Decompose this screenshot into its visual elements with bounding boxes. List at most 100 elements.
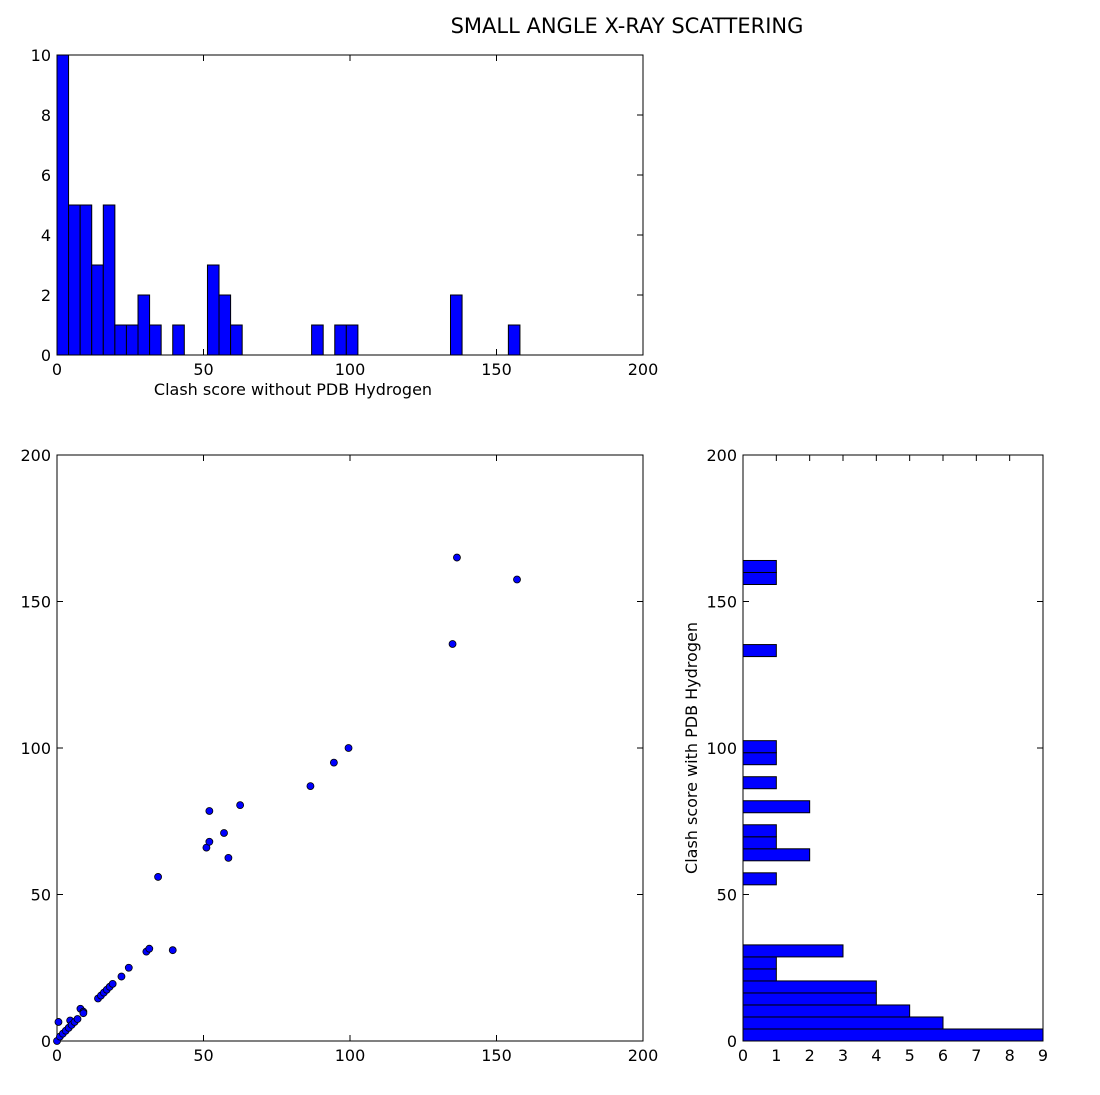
- histogram-bar: [742, 644, 777, 658]
- scatter-point: [117, 972, 126, 981]
- histogram-bar: [742, 1028, 1044, 1042]
- y-tick-label: 6: [41, 166, 51, 185]
- histogram-bar: [742, 980, 877, 994]
- x-tick-label: 50: [193, 1046, 213, 1065]
- top-histogram-panel: 0 50 100 150 200 0 2 4 6 8 10 Clash score without P…: [31, 46, 659, 399]
- x-tick-label: 6: [938, 1046, 948, 1065]
- y-tick-label: 150: [706, 593, 737, 612]
- x-tick-label: 4: [871, 1046, 881, 1065]
- histogram-bar: [742, 800, 811, 814]
- y-tick-label: 8: [41, 106, 51, 125]
- x-tick-label: 50: [193, 360, 213, 379]
- x-tick-label: 0: [738, 1046, 748, 1065]
- scatter-point: [145, 944, 154, 953]
- histogram-bar: [114, 324, 127, 356]
- scatter-point: [205, 807, 214, 815]
- x-tick-label: 9: [1038, 1046, 1048, 1065]
- scatter-point: [236, 801, 245, 810]
- scatter-point: [108, 979, 117, 988]
- x-tick-label: 8: [1005, 1046, 1015, 1065]
- y-tick-label: 150: [20, 593, 51, 612]
- y-tick-label: 0: [727, 1032, 737, 1051]
- histogram-bar: [742, 1016, 944, 1030]
- y-axis-label: Clash score with PDB Hydrogen: [682, 622, 701, 874]
- scatter-point: [220, 829, 228, 837]
- y-tick-label: 4: [41, 226, 51, 245]
- histogram-bar: [218, 294, 232, 356]
- y-tick-label: 0: [41, 1032, 51, 1051]
- histogram-bar: [742, 776, 777, 790]
- x-tick-label: 150: [481, 1046, 512, 1065]
- scatter-point: [154, 873, 162, 881]
- histogram-bar: [345, 324, 359, 356]
- histogram-bar: [149, 324, 162, 356]
- histogram-bar: [311, 324, 324, 356]
- scatter-point: [448, 640, 457, 648]
- histogram-bar: [742, 992, 877, 1006]
- histogram-bar: [79, 204, 93, 356]
- y-tick-label: 100: [20, 739, 51, 758]
- histogram-bar: [102, 204, 116, 356]
- y-tick-label: 200: [706, 446, 737, 465]
- x-tick-label: 100: [335, 360, 366, 379]
- histogram-bar: [507, 324, 521, 356]
- histogram-bar: [742, 848, 811, 862]
- x-axis-label: Clash score without PDB Hydrogen: [154, 380, 432, 399]
- y-tick-label: 0: [41, 346, 51, 365]
- x-tick-label: 100: [335, 1046, 366, 1065]
- histogram-bar: [334, 324, 347, 356]
- x-tick-label: 150: [481, 360, 512, 379]
- histogram-bar: [137, 294, 151, 356]
- scatter-point: [224, 853, 233, 862]
- scatter-point: [329, 758, 338, 767]
- x-tick-label: 5: [905, 1046, 915, 1065]
- histogram-bar: [742, 956, 777, 970]
- histogram-bar: [68, 204, 81, 356]
- histogram-bar: [56, 54, 70, 356]
- scatter-panel: 0 50 100 150 200 0 50 100 150 200: [20, 446, 658, 1065]
- histogram-bar: [91, 264, 104, 356]
- x-tick-label: 1: [771, 1046, 781, 1065]
- axes-frame: [56, 54, 644, 356]
- histogram-bar: [449, 294, 463, 356]
- histogram-bar: [742, 752, 777, 766]
- histogram-bar: [742, 571, 777, 586]
- scatter-point: [453, 553, 461, 562]
- scatter-point: [306, 782, 315, 790]
- scatter-point: [205, 837, 214, 846]
- histogram-bar: [125, 324, 139, 356]
- scatter-point: [73, 1015, 82, 1023]
- histogram-bar: [742, 872, 777, 886]
- y-tick-label: 50: [717, 886, 737, 905]
- axes-frame: [742, 454, 1044, 1042]
- histogram-bar: [742, 740, 777, 754]
- scatter-point: [513, 575, 521, 584]
- y-tick-label: 10: [31, 46, 51, 65]
- histogram-bar: [206, 264, 220, 356]
- y-tick-label: 2: [41, 286, 51, 305]
- x-tick-label: 7: [971, 1046, 981, 1065]
- x-tick-label: 2: [805, 1046, 815, 1065]
- histogram-bar: [742, 824, 777, 838]
- scatter-point: [168, 946, 177, 955]
- x-tick-label: 200: [628, 1046, 659, 1065]
- scatter-point: [79, 1009, 88, 1018]
- scatter-point: [124, 963, 133, 972]
- histogram-bar: [742, 559, 777, 573]
- axes-frame: [56, 454, 644, 1042]
- x-tick-label: 0: [52, 360, 62, 379]
- x-tick-label: 200: [628, 360, 659, 379]
- y-tick-label: 200: [20, 446, 51, 465]
- histogram-bar: [172, 324, 185, 356]
- side-histogram-panel: 0 1 2 3 4 5 6 7 8 9 0 50 100 150 200 Clash score with P…: [682, 446, 1048, 1065]
- histogram-bar: [742, 944, 844, 958]
- histogram-bar: [742, 1004, 911, 1018]
- histogram-bar: [742, 836, 777, 850]
- figure-title: SMALL ANGLE X-RAY SCATTERING: [451, 14, 804, 38]
- histogram-bar: [230, 324, 243, 356]
- histogram-bar: [742, 968, 777, 982]
- x-tick-label: 3: [838, 1046, 848, 1065]
- y-tick-label: 50: [31, 886, 51, 905]
- scatter-point: [344, 744, 353, 752]
